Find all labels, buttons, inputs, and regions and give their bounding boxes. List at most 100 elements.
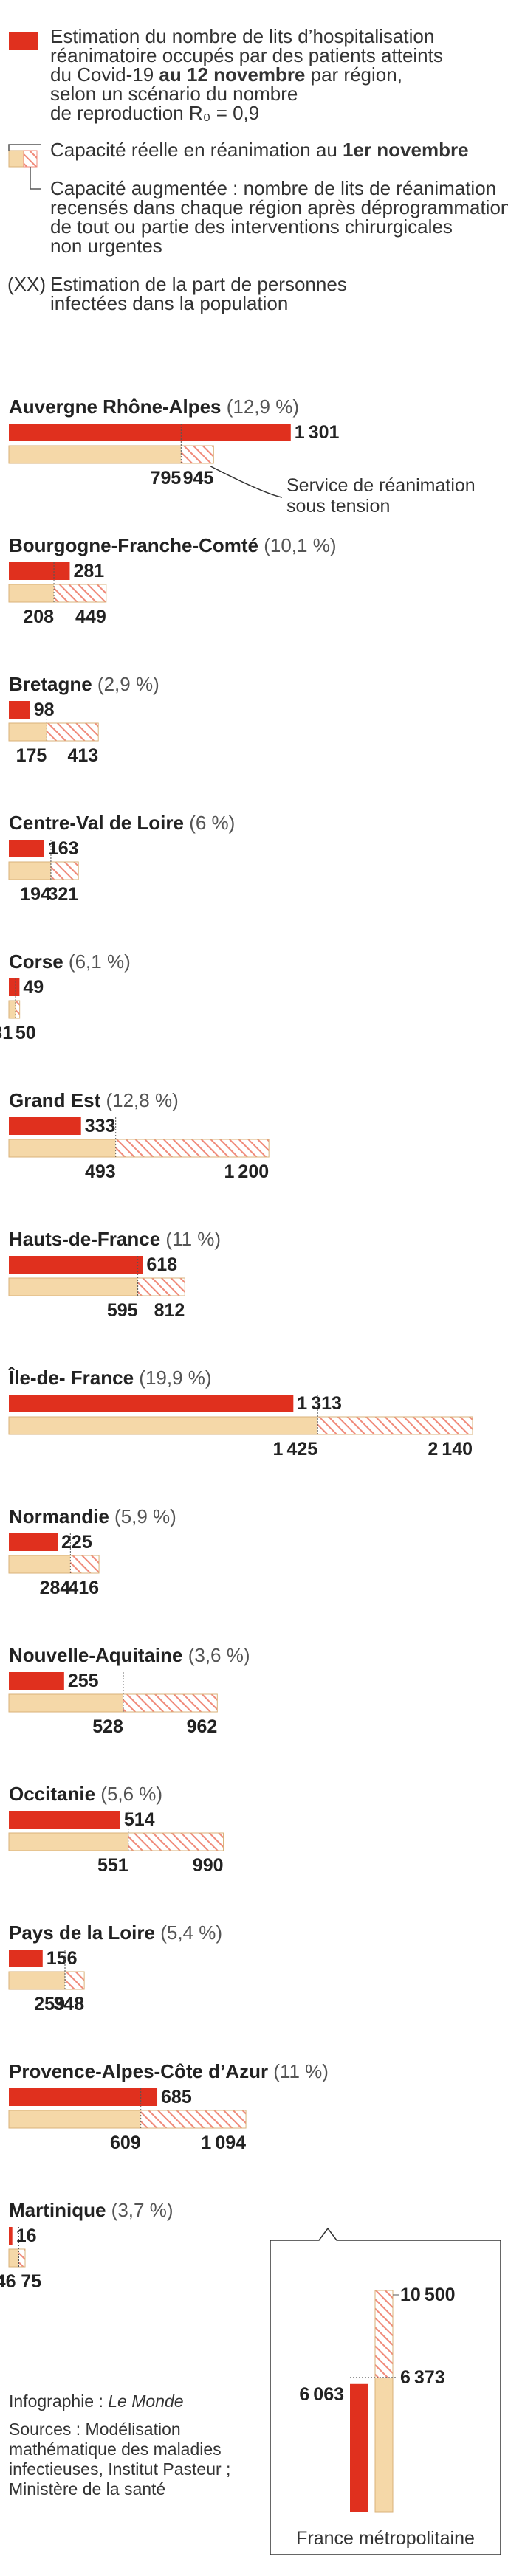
bar-capacity [9,1001,16,1018]
source-line: Ministère de la santé [9,2479,165,2499]
region-title: Nouvelle-Aquitaine (3,6 %) [9,1644,250,1666]
label-augmented: 348 [53,1994,84,2014]
text-run: 1er novembre [343,139,469,161]
region-name-text: Bretagne [9,673,92,695]
bar-estimation [9,701,30,719]
bar-augmented [140,2110,247,2128]
credit: Infographie : Le Monde [9,2392,184,2411]
label-capacity: 31 [0,1023,13,1043]
bar-capacity [9,1555,71,1573]
bar-outline [8,861,79,880]
inset-bar-augmented [375,2290,393,2378]
legend-estimation-swatch [9,32,38,50]
label-augmented: 321 [47,884,78,905]
text-run: selon un scénario du nombre [50,83,298,105]
legend-augmented-text: non urgentes [50,235,162,257]
region-pct-text: (12,9 %) [222,396,300,418]
region-name-text: Centre-Val de Loire [9,812,184,834]
region-group: Bretagne (2,9 %) 98 175 413 [8,673,159,766]
label-estimation: 281 [73,561,104,581]
label-capacity: 194 [20,884,51,905]
label-estimation: 98 [34,700,55,720]
bar-capacity [9,1417,318,1434]
bar-augmented [70,1555,100,1573]
inset-bar-estimation [350,2383,368,2512]
label-augmented: 1 200 [224,1161,270,1182]
text-run: Capacité réelle en réanimation au [50,139,343,161]
bar-outline [8,1416,473,1435]
inset-label-augmented: 10 500 [400,2285,456,2305]
label-capacity: 609 [110,2133,141,2153]
bar-augmented [54,584,106,602]
region-group: Hauts-de-France (11 %) 618 595 812 [8,1228,221,1321]
label-capacity: 551 [97,1855,128,1876]
bar-outline [8,1693,218,1713]
france-inset: 6 063 6 373 10 500 France métropolitaine [270,2227,501,2555]
label-capacity: 493 [85,1161,116,1182]
bar-outline [8,1000,21,1019]
region-name-text: Martinique [9,2199,106,2221]
region-pct-text: (5,4 %) [155,1921,222,1944]
region-name-text: Provence-Alpes-Côte d’Azur [9,2060,268,2082]
region-group: Martinique (3,7 %) 16 46 75 [0,2199,173,2292]
bar-augmented [115,1139,270,1157]
region-title: Martinique (3,7 %) [9,2199,173,2221]
region-group: Provence-Alpes-Côte d’Azur (11 %) 685 609 1… [8,2060,329,2153]
legend-capacity-text: Capacité réelle en réanimation au 1er no… [50,139,469,161]
region-pct-text: (12,8 %) [100,1089,179,1111]
bar-augmented [181,446,214,463]
bar-estimation [9,1533,58,1551]
label-capacity: 595 [107,1300,138,1321]
region-bars: Auvergne Rhône-Alpes (12,9 %) 1 301 795 945… [0,396,476,2292]
label-estimation: 514 [124,1809,155,1830]
region-title: Grand Est (12,8 %) [9,1089,179,1111]
bar-capacity [9,446,182,463]
region-pct-text: (11 %) [268,2060,329,2082]
bar-outline [8,1971,85,1990]
label-augmented: 1 094 [201,2133,246,2153]
region-name-text: Corse [9,950,64,973]
region-title: Bourgogne-Franche-Comté (10,1 %) [9,534,337,556]
bar-capacity [9,584,55,602]
bar-outline [8,1832,224,1851]
annotation-text: sous tension [286,496,390,517]
text-run: Capacité augmentée : nombre de lits de r… [50,177,496,199]
label-estimation: 1 301 [295,422,340,443]
region-pct-text: (19,9 %) [134,1367,212,1389]
region-name-text: Hauts-de-France [9,1228,160,1250]
bar-outline [8,584,107,603]
region-group: Nouvelle-Aquitaine (3,6 %) 255 528 962 [8,1644,250,1737]
legend-augmented-swatch [23,150,38,168]
region-title: Occitanie (5,6 %) [9,1783,162,1805]
region-name-text: Grand Est [9,1089,101,1111]
bar-estimation [9,562,70,580]
region-pct-text: (11 %) [160,1228,221,1250]
region-pct-text: (3,7 %) [106,2199,173,2221]
bar-estimation [9,1950,43,1967]
label-estimation: 225 [61,1532,92,1553]
legend-estimation-text: réanimatoire occupés par des patients at… [50,44,443,66]
bar-estimation [9,978,20,996]
region-name-text: Nouvelle-Aquitaine [9,1644,182,1666]
region-pct-text: (5,9 %) [109,1505,176,1527]
bar-augmented [18,2249,26,2267]
source-line: Sources : Modélisation [9,2420,181,2439]
bar-estimation [9,1672,64,1690]
region-name-text: Pays de la Loire [9,1921,155,1944]
bar-estimation [9,2088,158,2106]
text-run: de tout ou partie des interventions chir… [50,215,453,238]
bar-augmented [128,1833,224,1851]
bar-outline [8,1277,185,1296]
region-title: Hauts-de-France (11 %) [9,1228,221,1250]
text-run: de reproduction R₀ = 0,9 [50,102,259,124]
text-run: infectées dans la population [50,292,288,314]
bar-augmented [123,1694,218,1712]
label-estimation: 618 [146,1254,177,1275]
text-run: du Covid-19 [50,63,159,86]
region-group: Corse (6,1 %) 49 3150 [0,950,131,1043]
source-line: mathématique des maladies [9,2439,222,2459]
bar-capacity [9,723,47,741]
text-run: non urgentes [50,235,162,257]
bar-estimation [9,1811,120,1829]
